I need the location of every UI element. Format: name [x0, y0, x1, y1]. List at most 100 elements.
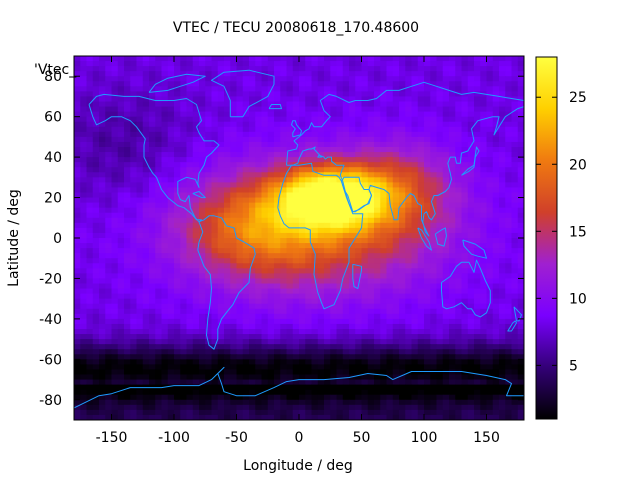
- heatmap-cell: [380, 162, 388, 168]
- heatmap-cell: [330, 81, 338, 87]
- heatmap-cell: [255, 111, 263, 118]
- heatmap-cell: [374, 298, 381, 305]
- heatmap-cell: [386, 232, 394, 239]
- heatmap-cell: [117, 212, 125, 219]
- heatmap-cell: [511, 147, 519, 153]
- heatmap-cell: [255, 359, 263, 365]
- heatmap-cell: [499, 243, 506, 249]
- heatmap-cell: [86, 323, 94, 330]
- heatmap-cell: [305, 303, 313, 310]
- heatmap-cell: [117, 243, 125, 249]
- heatmap-cell: [236, 349, 244, 355]
- heatmap-cell: [449, 131, 456, 138]
- heatmap-cell: [380, 263, 388, 269]
- heatmap-cell: [480, 172, 488, 178]
- heatmap-cell: [405, 303, 413, 310]
- heatmap-cell: [317, 202, 325, 209]
- heatmap-cell: [511, 354, 519, 360]
- heatmap-cell: [261, 147, 269, 153]
- heatmap-cell: [174, 293, 181, 300]
- heatmap-cell: [424, 369, 431, 376]
- heatmap-cell: [374, 303, 381, 310]
- heatmap-cell: [92, 369, 100, 376]
- heatmap-cell: [142, 212, 150, 219]
- heatmap-cell: [274, 334, 281, 340]
- heatmap-cell: [92, 197, 100, 204]
- heatmap-cell: [286, 248, 294, 254]
- heatmap-cell: [105, 76, 113, 82]
- heatmap-cell: [511, 187, 519, 194]
- heatmap-cell: [117, 298, 125, 305]
- heatmap-cell: [211, 227, 219, 234]
- heatmap-cell: [261, 238, 269, 244]
- heatmap-cell: [511, 293, 519, 300]
- heatmap-cell: [105, 238, 113, 244]
- heatmap-cell: [336, 126, 344, 133]
- heatmap-cell: [367, 339, 375, 345]
- heatmap-cell: [186, 101, 194, 108]
- heatmap-cell: [230, 172, 238, 178]
- heatmap-cell: [230, 197, 238, 204]
- heatmap-cell: [186, 268, 194, 274]
- heatmap-cell: [305, 278, 313, 285]
- heatmap-cell: [361, 172, 369, 178]
- heatmap-cell: [349, 81, 356, 87]
- heatmap-cell: [442, 217, 450, 224]
- heatmap-cell: [430, 243, 438, 249]
- heatmap-cell: [386, 172, 394, 178]
- heatmap-cell: [324, 56, 331, 62]
- heatmap-cell: [255, 364, 263, 371]
- heatmap-cell: [336, 131, 344, 138]
- heatmap-cell: [180, 404, 188, 411]
- heatmap-cell: [105, 399, 113, 406]
- heatmap-cell: [386, 238, 394, 244]
- heatmap-cell: [299, 86, 306, 92]
- heatmap-cell: [161, 273, 169, 280]
- heatmap-cell: [224, 207, 231, 214]
- heatmap-cell: [199, 202, 206, 209]
- heatmap-cell: [99, 354, 106, 360]
- heatmap-cell: [249, 359, 256, 365]
- heatmap-cell: [105, 116, 113, 123]
- heatmap-cell: [255, 192, 263, 199]
- heatmap-cell: [86, 318, 94, 325]
- heatmap-cell: [142, 96, 150, 103]
- heatmap-cell: [249, 263, 256, 269]
- heatmap-cell: [486, 86, 494, 92]
- heatmap-cell: [99, 96, 106, 103]
- heatmap-cell: [424, 399, 431, 406]
- heatmap-cell: [242, 111, 250, 118]
- heatmap-cell: [267, 71, 275, 77]
- heatmap-cell: [474, 217, 481, 224]
- heatmap-cell: [336, 379, 344, 386]
- heatmap-cell: [455, 167, 463, 173]
- heatmap-cell: [492, 334, 500, 340]
- heatmap-cell: [255, 308, 263, 315]
- heatmap-cell: [192, 339, 200, 345]
- heatmap-cell: [367, 293, 375, 300]
- heatmap-cell: [86, 96, 94, 103]
- heatmap-cell: [199, 111, 206, 118]
- heatmap-cell: [174, 323, 181, 330]
- heatmap-cell: [217, 323, 225, 330]
- heatmap-cell: [205, 389, 213, 396]
- heatmap-cell: [249, 404, 256, 411]
- heatmap-cell: [249, 329, 256, 335]
- heatmap-cell: [142, 76, 150, 82]
- heatmap-cell: [461, 162, 469, 168]
- heatmap-cell: [430, 86, 438, 92]
- heatmap-cell: [449, 268, 456, 274]
- heatmap-cell: [274, 192, 281, 199]
- heatmap-cell: [374, 323, 381, 330]
- heatmap-cell: [255, 126, 263, 133]
- heatmap-cell: [186, 212, 194, 219]
- heatmap-cell: [136, 399, 144, 406]
- heatmap-cell: [449, 232, 456, 239]
- heatmap-cell: [99, 131, 106, 138]
- heatmap-cell: [424, 66, 431, 72]
- heatmap-cell: [249, 116, 256, 123]
- heatmap-cell: [361, 66, 369, 72]
- heatmap-cell: [136, 66, 144, 72]
- heatmap-cell: [317, 197, 325, 204]
- heatmap-cell: [342, 369, 350, 376]
